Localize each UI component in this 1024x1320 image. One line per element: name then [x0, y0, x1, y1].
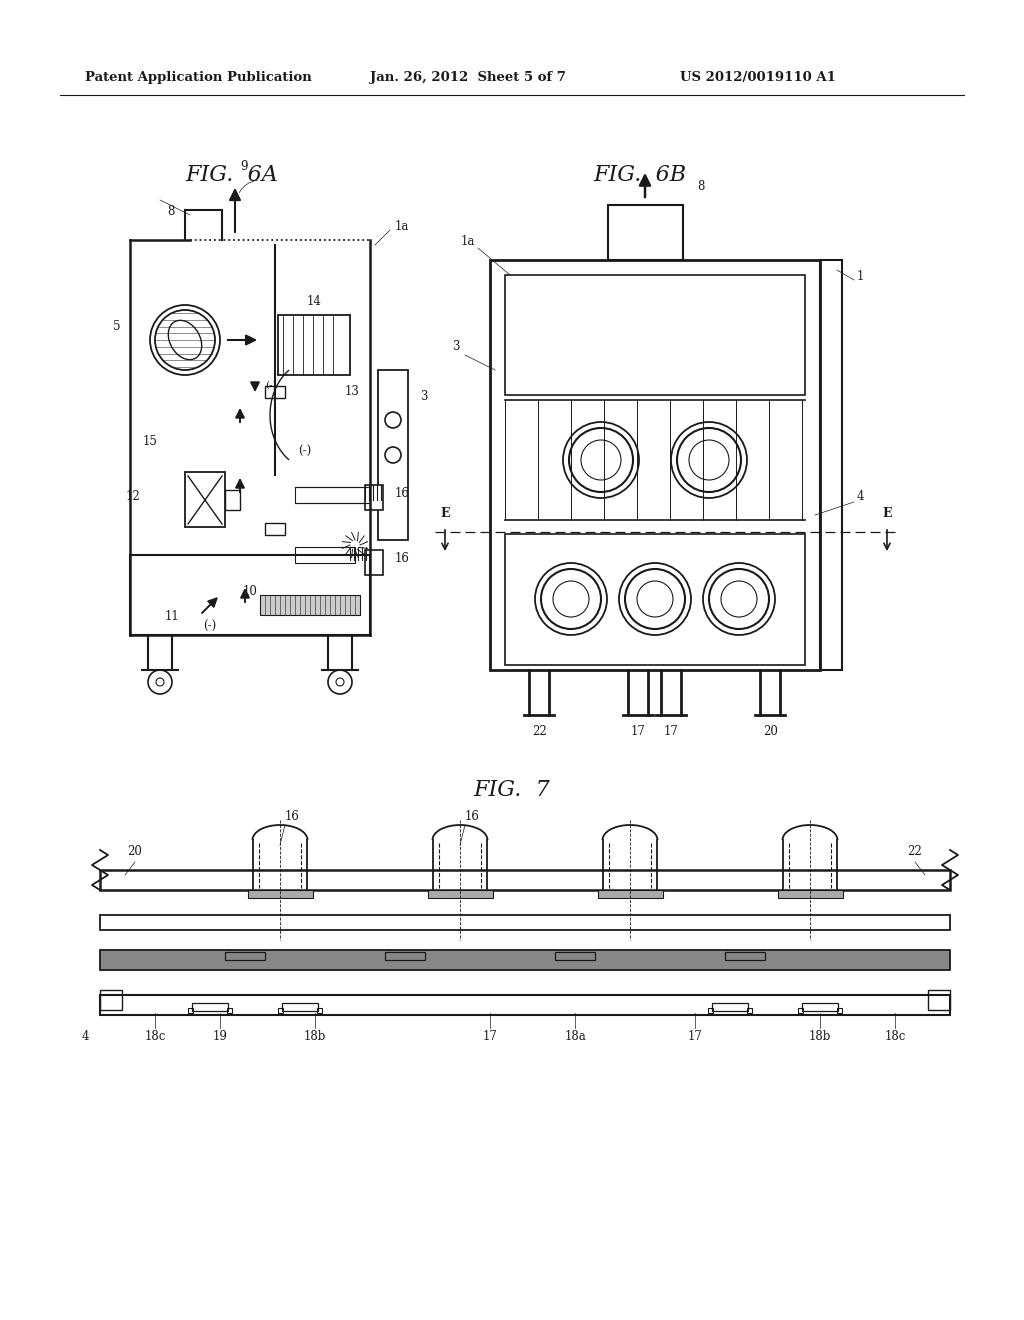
Bar: [295, 546, 355, 564]
Text: 17: 17: [482, 1030, 498, 1043]
Bar: [188, 1008, 193, 1012]
Bar: [778, 890, 843, 898]
Text: US 2012/0019110 A1: US 2012/0019110 A1: [680, 71, 836, 84]
Text: FIG.  6B: FIG. 6B: [594, 164, 686, 186]
Bar: [100, 990, 122, 1010]
Text: (-): (-): [298, 445, 311, 458]
Text: (-): (-): [265, 381, 276, 389]
Bar: [278, 315, 350, 375]
Text: 3: 3: [420, 389, 427, 403]
Text: 8: 8: [697, 180, 705, 193]
Bar: [100, 950, 950, 970]
Text: 17: 17: [631, 725, 646, 738]
Text: 4: 4: [81, 1030, 89, 1043]
Text: 19: 19: [213, 1030, 227, 1043]
Bar: [278, 1008, 283, 1012]
Bar: [378, 370, 408, 540]
Bar: [317, 1008, 322, 1012]
Bar: [100, 870, 950, 890]
Circle shape: [563, 422, 639, 498]
Bar: [385, 952, 425, 960]
Bar: [130, 554, 370, 635]
Bar: [802, 1003, 838, 1011]
Bar: [260, 595, 360, 615]
Bar: [248, 890, 313, 898]
Bar: [227, 1008, 232, 1012]
Bar: [928, 990, 950, 1010]
Text: 16: 16: [285, 810, 300, 822]
Bar: [265, 385, 285, 399]
Bar: [746, 1008, 752, 1012]
Text: E: E: [883, 507, 892, 520]
Text: 20: 20: [128, 845, 142, 858]
Text: 18c: 18c: [885, 1030, 905, 1043]
Bar: [193, 1003, 228, 1011]
Text: 3: 3: [453, 341, 460, 352]
Circle shape: [671, 422, 746, 498]
Text: 8: 8: [168, 205, 175, 218]
Bar: [505, 535, 805, 665]
Bar: [725, 952, 765, 960]
Text: 22: 22: [907, 845, 923, 858]
Bar: [555, 952, 595, 960]
Text: 20: 20: [763, 725, 778, 738]
Bar: [837, 1008, 842, 1012]
Text: 12: 12: [125, 490, 140, 503]
Bar: [225, 952, 265, 960]
Text: 18c: 18c: [144, 1030, 166, 1043]
Bar: [708, 1008, 713, 1012]
Bar: [608, 205, 683, 260]
Bar: [365, 550, 383, 576]
Text: 17: 17: [687, 1030, 702, 1043]
Text: 17: 17: [664, 725, 679, 738]
Bar: [295, 487, 370, 503]
Text: FIG.  7: FIG. 7: [474, 779, 550, 801]
Bar: [712, 1003, 748, 1011]
Bar: [798, 1008, 803, 1012]
Text: 16: 16: [395, 552, 410, 565]
Text: 9: 9: [240, 160, 248, 173]
Bar: [100, 915, 950, 931]
Bar: [598, 890, 663, 898]
Text: 10: 10: [243, 585, 257, 598]
Text: 1a: 1a: [461, 235, 475, 248]
Bar: [100, 995, 950, 1015]
Circle shape: [618, 564, 691, 635]
Circle shape: [703, 564, 775, 635]
Text: 18b: 18b: [304, 1030, 327, 1043]
Text: E: E: [440, 507, 450, 520]
Text: Jan. 26, 2012  Sheet 5 of 7: Jan. 26, 2012 Sheet 5 of 7: [370, 71, 566, 84]
Text: 5: 5: [113, 319, 120, 333]
Text: 1a: 1a: [395, 220, 410, 234]
Text: 1: 1: [857, 271, 864, 282]
Text: 14: 14: [306, 294, 322, 308]
Text: 18b: 18b: [809, 1030, 831, 1043]
Text: 11: 11: [165, 610, 180, 623]
Bar: [365, 484, 383, 510]
Text: 18a: 18a: [564, 1030, 586, 1043]
Bar: [265, 523, 285, 535]
Text: (-): (-): [204, 620, 217, 634]
Text: 22: 22: [532, 725, 547, 738]
Text: Patent Application Publication: Patent Application Publication: [85, 71, 311, 84]
Text: 16: 16: [395, 487, 410, 500]
Text: 4: 4: [857, 490, 864, 503]
Circle shape: [535, 564, 607, 635]
Text: 13: 13: [345, 385, 359, 399]
Bar: [185, 473, 225, 527]
Text: 16: 16: [465, 810, 480, 822]
Bar: [428, 890, 493, 898]
Text: FIG.  6A: FIG. 6A: [185, 164, 279, 186]
Bar: [225, 490, 240, 510]
Text: 15: 15: [143, 436, 158, 447]
Bar: [820, 260, 842, 671]
Bar: [282, 1003, 318, 1011]
Bar: [490, 260, 820, 671]
Bar: [505, 275, 805, 395]
